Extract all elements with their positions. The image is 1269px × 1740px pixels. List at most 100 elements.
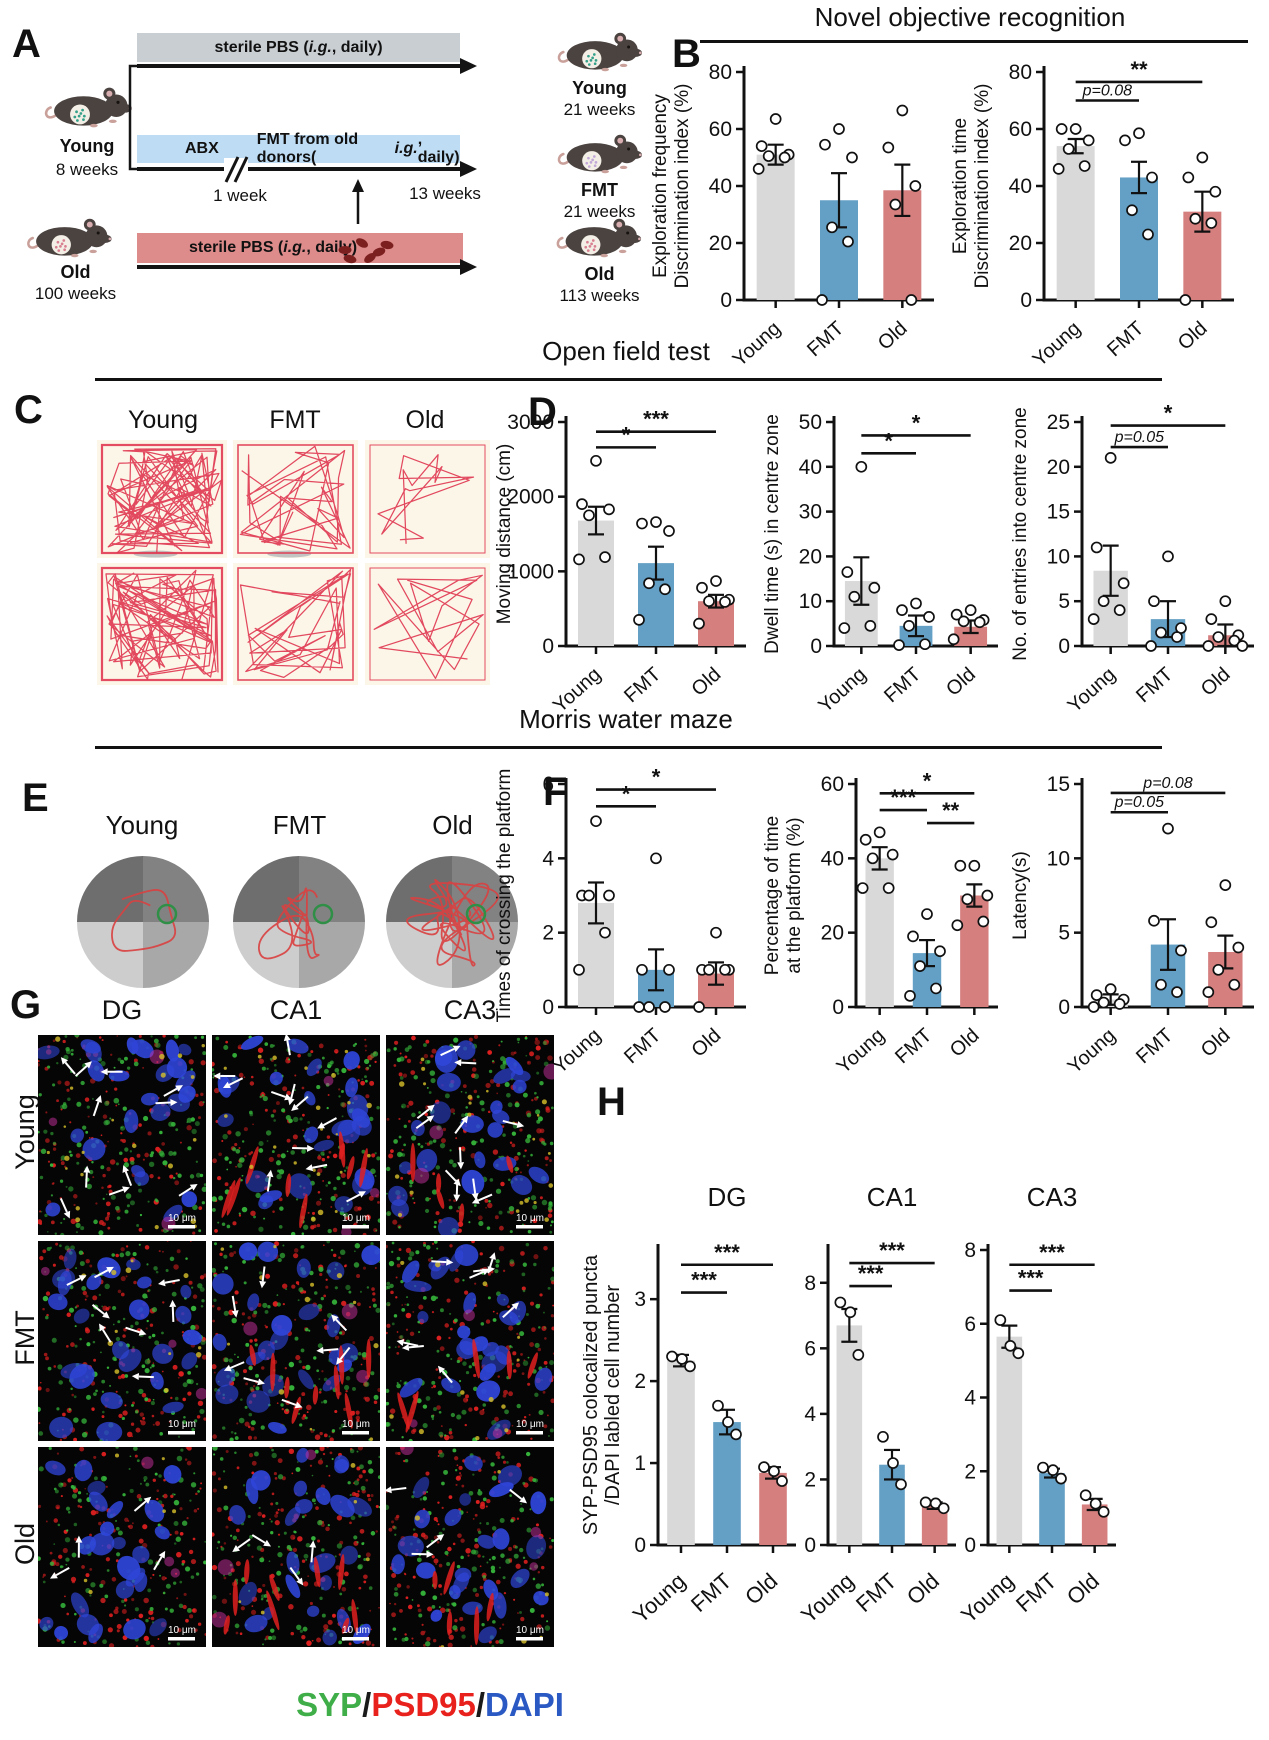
svg-text:Old: Old (687, 663, 725, 700)
svg-text:2: 2 (964, 1460, 976, 1483)
svg-text:10 μm: 10 μm (516, 1419, 544, 1430)
svg-text:6: 6 (964, 1313, 976, 1336)
svg-text:20: 20 (709, 232, 732, 255)
legend-psd95: PSD95 (371, 1686, 476, 1723)
svg-text:Young: Young (956, 1568, 1019, 1628)
svg-text:10 μm: 10 μm (342, 1419, 370, 1430)
micro-col-dg: DG (101, 995, 143, 1025)
label-old-right: Old (584, 264, 615, 284)
micro-image-old-dg: 10 μm (38, 1447, 206, 1647)
svg-text:***: *** (1039, 1240, 1065, 1265)
micro-image-old-ca1: 10 μm (212, 1447, 380, 1647)
maze-track-fmt (231, 854, 367, 990)
legend-slash2: / (475, 1686, 486, 1723)
svg-text:10 μm: 10 μm (168, 1625, 196, 1636)
svg-text:4: 4 (542, 847, 554, 870)
svg-text:p=0.08: p=0.08 (1082, 83, 1132, 100)
underline-novel-object (700, 40, 1248, 43)
svg-text:50: 50 (799, 411, 822, 434)
legend-syp: SYP (296, 1686, 363, 1723)
svg-text:10 μm: 10 μm (168, 1419, 196, 1430)
open-field-track-young-1 (97, 440, 227, 558)
svg-text:Old: Old (874, 317, 912, 354)
legend-slash1: / (362, 1686, 372, 1723)
svg-text:2: 2 (804, 1468, 816, 1491)
svg-text:p=0.05: p=0.05 (1114, 794, 1164, 811)
chart-exploration-time: Exploration time Discrimination index (%)… (948, 50, 1248, 370)
svg-text:Young: Young (549, 1024, 605, 1077)
svg-text:Young: Young (549, 663, 605, 716)
svg-text:40: 40 (1009, 175, 1032, 198)
svg-text:*: * (622, 781, 631, 806)
timeline-bar-fmt: ABX FMT from old donors(i.g., daily) (137, 131, 460, 166)
svg-text:10 μm: 10 μm (342, 1213, 370, 1224)
label-young-left-age: 8 weeks (55, 160, 119, 179)
svg-text:Old: Old (902, 1568, 944, 1609)
svg-text:6: 6 (542, 773, 554, 796)
micro-image-young-ca1: 10 μm (212, 1035, 380, 1235)
label-old-left: Old (60, 262, 91, 282)
chart-exploration-frequency: Exploration frequency Discrimination inde… (648, 50, 948, 370)
maze-col-old: Old (432, 810, 473, 840)
panel-letter-c: C (14, 388, 43, 432)
svg-text:at the platform (%): at the platform (%) (784, 817, 805, 973)
svg-text:FMT: FMT (1011, 1568, 1061, 1617)
title-morris-water-maze: Morris water maze (519, 704, 733, 734)
svg-text:0: 0 (1058, 635, 1070, 658)
chart-time-at-platform: Percentage of time at the platform (%) 0 20… (760, 762, 1012, 1077)
svg-text:**: ** (1130, 57, 1148, 82)
svg-text:No. of entries into centre zon: No. of entries into centre zone (1010, 407, 1031, 660)
mouse-icon-old-left (18, 212, 123, 264)
open-field-track-old-2 (365, 563, 490, 685)
svg-text:3: 3 (634, 1288, 646, 1311)
svg-text:FMT: FMT (620, 1024, 665, 1068)
svg-text:3000: 3000 (507, 411, 554, 434)
chart-platform-crossings: Times of crossing the platform 0 2 4 6 Young F… (492, 762, 760, 1077)
svg-text:60: 60 (709, 118, 732, 141)
h-col-ca1: CA1 (866, 1182, 918, 1212)
open-field-track-old-1 (365, 440, 490, 558)
svg-text:Old: Old (687, 1024, 725, 1061)
label-old-right-age: 113 weeks (559, 286, 640, 305)
panel-letter-f: F (543, 770, 568, 814)
underline-water-maze (95, 746, 1162, 749)
micro-image-young-ca3: 10 μm (386, 1035, 554, 1235)
svg-text:Exploration time: Exploration time (950, 118, 971, 254)
svg-text:*: * (1164, 401, 1173, 426)
svg-text:4: 4 (804, 1403, 816, 1426)
svg-text:FMT: FMT (851, 1568, 901, 1617)
svg-text:*: * (652, 765, 661, 790)
maze-track-young (75, 854, 211, 990)
svg-text:10 μm: 10 μm (342, 1625, 370, 1636)
timeline-bar-young: sterile PBS (i.g., daily) (137, 33, 460, 62)
micro-image-fmt-dg: 10 μm (38, 1241, 206, 1441)
svg-text:1: 1 (634, 1452, 646, 1475)
svg-text:Old: Old (740, 1568, 782, 1609)
svg-text:*: * (622, 422, 631, 447)
chart-dwell-time: Dwell time (s) in centre zone 0 10 20 30 40 50… (760, 400, 1012, 716)
label-fmt-right: FMT (581, 180, 618, 200)
legend-dapi: DAPI (485, 1686, 564, 1723)
svg-text:80: 80 (1009, 61, 1032, 84)
mouse-icon-old-right (552, 212, 648, 264)
panel-letter-g: G (10, 983, 42, 1027)
svg-text:***: *** (1018, 1266, 1044, 1291)
svg-text:Young: Young (729, 317, 785, 370)
label-young-left: Young (59, 136, 115, 156)
h-shared-ylabel: SYP-PSD95 colocalized puncta/DAPI labled… (583, 1245, 631, 1545)
maze-col-fmt: FMT (272, 810, 327, 840)
label-young-right-age: 21 weeks (563, 100, 636, 119)
svg-text:0: 0 (542, 996, 554, 1019)
svg-text:0: 0 (832, 996, 844, 1019)
svg-text:SYP-PSD95 colocalized puncta: SYP-PSD95 colocalized puncta (583, 1254, 602, 1535)
svg-text:2000: 2000 (507, 486, 554, 509)
label-1-week: 1 week (213, 186, 267, 205)
svg-text:8: 8 (964, 1239, 976, 1262)
svg-text:FMT: FMT (803, 317, 848, 361)
svg-text:6: 6 (804, 1337, 816, 1360)
svg-text:2: 2 (542, 922, 554, 945)
svg-text:Old: Old (1197, 663, 1235, 700)
svg-text:Moving distance (cm): Moving distance (cm) (494, 444, 515, 625)
svg-text:15: 15 (1047, 773, 1070, 796)
